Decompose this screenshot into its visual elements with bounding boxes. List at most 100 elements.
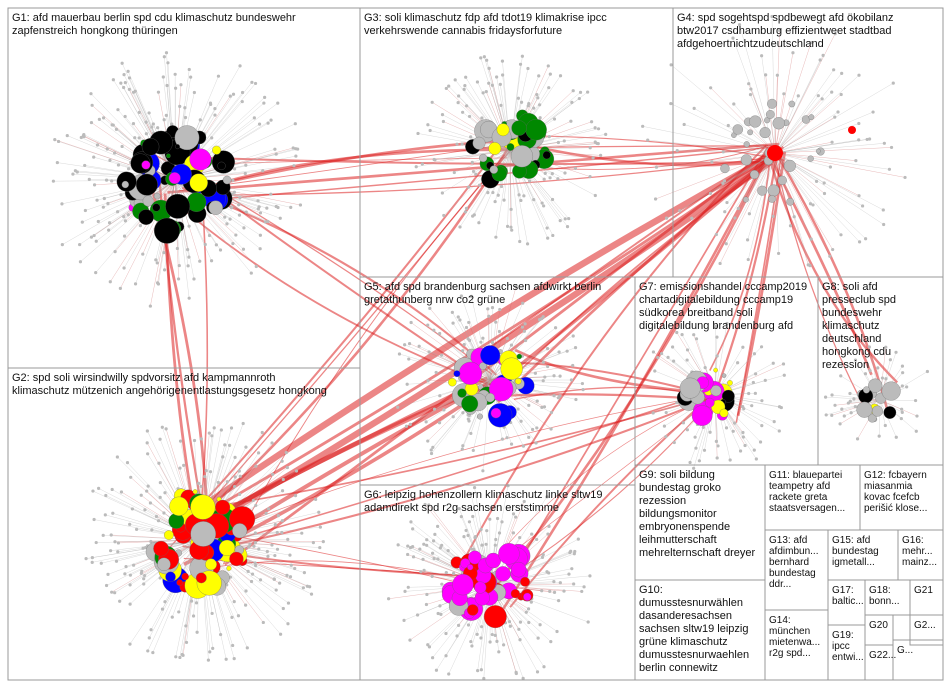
node xyxy=(915,414,919,418)
edge xyxy=(774,152,791,226)
node xyxy=(747,391,751,396)
node xyxy=(883,406,897,419)
node xyxy=(94,239,98,243)
node xyxy=(153,540,169,557)
node xyxy=(557,350,561,354)
node xyxy=(186,248,190,252)
node xyxy=(772,420,776,424)
node xyxy=(261,169,265,173)
node xyxy=(116,210,120,214)
node xyxy=(444,654,448,658)
node xyxy=(231,241,235,246)
edge xyxy=(147,539,201,652)
node xyxy=(855,437,860,441)
group-label: G15: afd xyxy=(832,535,870,546)
node xyxy=(715,456,719,460)
edge xyxy=(774,73,842,154)
node xyxy=(541,379,545,383)
node xyxy=(460,142,464,146)
node xyxy=(176,277,181,281)
group-label: igmetall... xyxy=(832,557,875,568)
node xyxy=(240,99,244,104)
node xyxy=(269,192,273,196)
node xyxy=(535,92,539,97)
node xyxy=(506,143,515,151)
node xyxy=(147,636,151,640)
group-label: afdimbun... xyxy=(769,546,818,557)
node xyxy=(262,101,266,105)
node xyxy=(518,536,522,540)
node xyxy=(274,152,278,156)
node xyxy=(243,171,247,176)
node xyxy=(549,640,553,644)
node xyxy=(538,103,542,107)
node xyxy=(280,459,284,463)
node xyxy=(83,163,87,168)
node xyxy=(156,90,161,94)
node xyxy=(183,106,187,110)
node xyxy=(681,421,686,425)
node xyxy=(120,61,124,65)
node xyxy=(467,114,472,119)
node xyxy=(476,669,480,673)
group-label: G10: xyxy=(639,584,663,596)
node xyxy=(871,405,883,417)
node xyxy=(432,328,436,332)
node xyxy=(253,541,258,545)
node xyxy=(467,520,472,524)
group-label: rezession xyxy=(639,495,686,507)
node xyxy=(129,475,133,479)
node xyxy=(857,138,861,142)
node xyxy=(538,623,542,627)
edge xyxy=(774,152,831,257)
node xyxy=(520,576,530,587)
node xyxy=(569,119,573,123)
node xyxy=(457,94,461,98)
edge xyxy=(716,152,776,235)
node xyxy=(258,211,263,215)
node xyxy=(156,126,160,130)
node xyxy=(104,493,108,498)
node xyxy=(518,638,522,642)
node xyxy=(229,551,244,567)
edge xyxy=(774,152,825,194)
node xyxy=(447,672,451,676)
node xyxy=(821,53,825,57)
node xyxy=(288,575,293,579)
node xyxy=(562,139,566,143)
edge xyxy=(509,149,512,231)
node xyxy=(462,342,466,347)
node xyxy=(92,183,97,187)
edge xyxy=(91,122,176,181)
node xyxy=(178,439,183,443)
node xyxy=(140,569,144,573)
node xyxy=(253,561,257,565)
node xyxy=(588,175,592,179)
node xyxy=(203,242,207,247)
node xyxy=(526,66,530,71)
node xyxy=(836,110,840,114)
node xyxy=(174,125,200,151)
group-label: G18: xyxy=(869,585,891,596)
node xyxy=(253,81,258,86)
node xyxy=(563,171,567,175)
node xyxy=(272,577,276,581)
node xyxy=(311,541,315,545)
node xyxy=(147,111,151,115)
node xyxy=(653,197,658,201)
node xyxy=(126,213,130,217)
node xyxy=(830,90,834,94)
node xyxy=(113,591,117,595)
node xyxy=(139,493,143,497)
node xyxy=(641,124,645,128)
node xyxy=(247,545,251,549)
node xyxy=(520,54,524,58)
node xyxy=(285,465,289,470)
node xyxy=(238,474,242,478)
node xyxy=(432,157,436,162)
node xyxy=(294,469,299,473)
node xyxy=(438,546,442,550)
node xyxy=(217,161,226,171)
node xyxy=(148,501,153,505)
group-label: miasanmia xyxy=(864,481,913,492)
